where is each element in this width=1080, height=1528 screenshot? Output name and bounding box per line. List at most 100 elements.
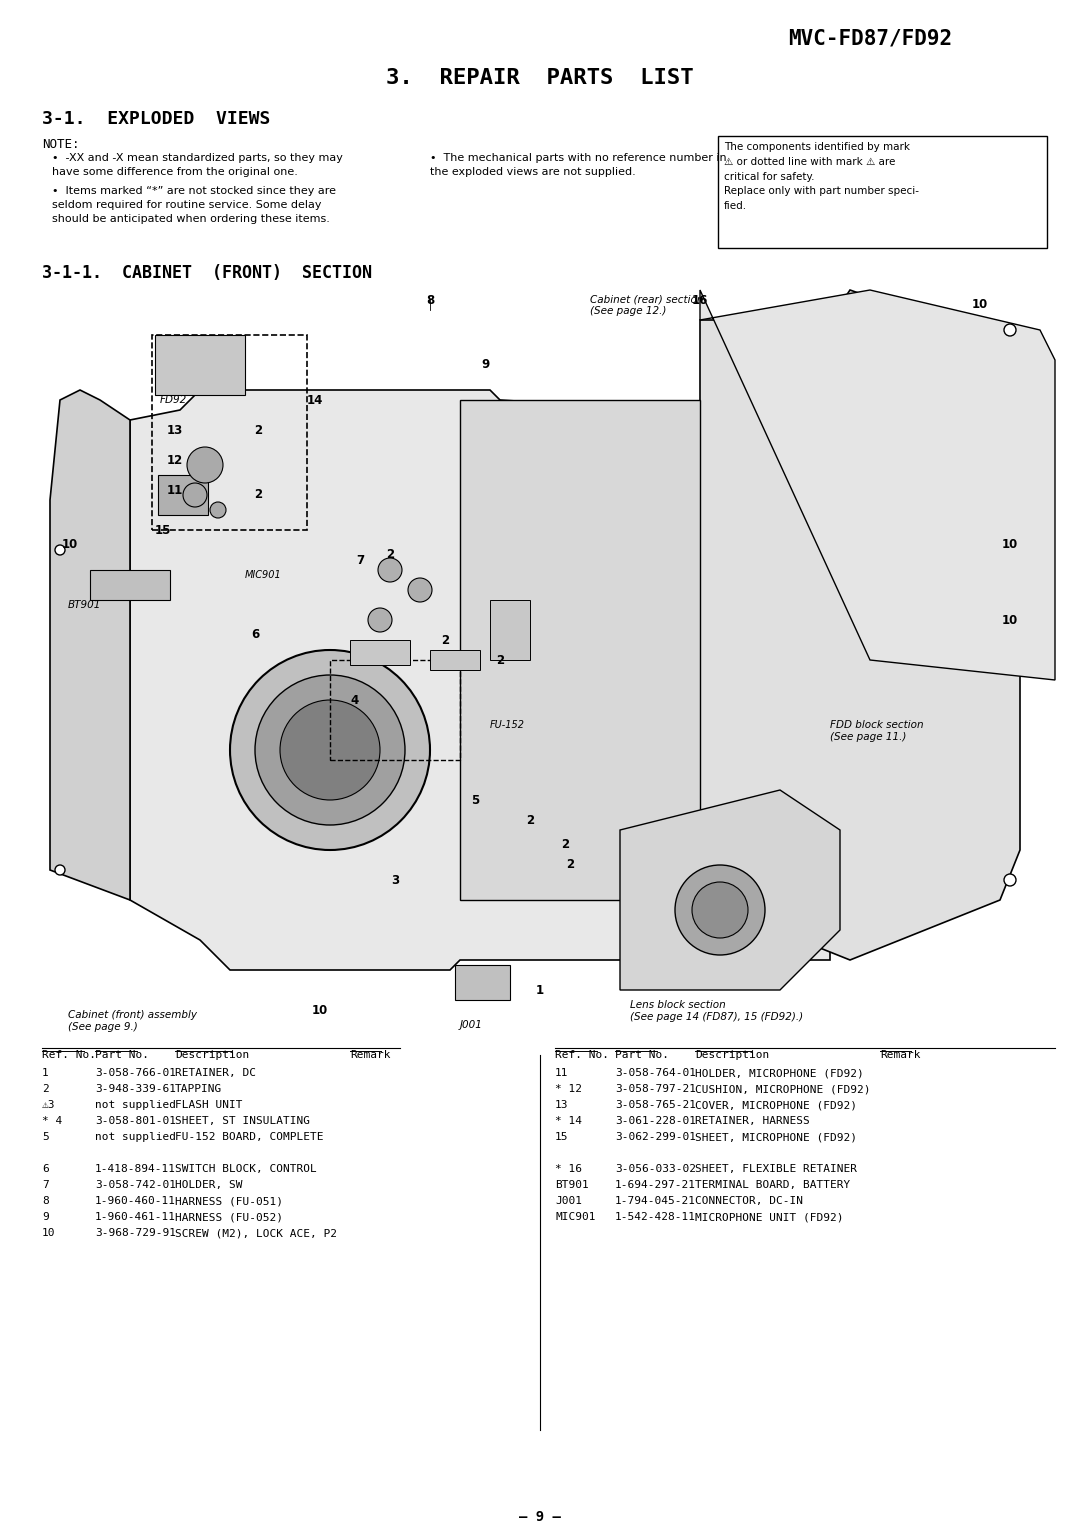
- Text: 5: 5: [471, 793, 480, 807]
- Text: 6: 6: [42, 1164, 49, 1174]
- Text: Ref. No.: Ref. No.: [42, 1050, 96, 1060]
- Circle shape: [368, 608, 392, 633]
- Bar: [158, 475, 208, 515]
- Bar: [455, 966, 510, 999]
- Text: 3.  REPAIR  PARTS  LIST: 3. REPAIR PARTS LIST: [387, 69, 693, 89]
- Text: 3-061-228-01: 3-061-228-01: [615, 1115, 696, 1126]
- Text: Remark: Remark: [350, 1050, 391, 1060]
- Text: BT901: BT901: [555, 1180, 589, 1190]
- Text: 4: 4: [351, 694, 360, 706]
- Text: SWITCH BLOCK, CONTROL: SWITCH BLOCK, CONTROL: [175, 1164, 316, 1174]
- Circle shape: [55, 865, 65, 876]
- Bar: [490, 601, 530, 660]
- Text: 12: 12: [167, 454, 184, 466]
- Text: Description: Description: [175, 1050, 249, 1060]
- Text: MIC901: MIC901: [555, 1212, 595, 1222]
- Text: MVC-FD87/FD92: MVC-FD87/FD92: [788, 28, 953, 47]
- Text: 2: 2: [496, 654, 504, 666]
- Text: TAPPING: TAPPING: [175, 1083, 222, 1094]
- Text: 3-1-1.  CABINET  (FRONT)  SECTION: 3-1-1. CABINET (FRONT) SECTION: [42, 264, 372, 283]
- Text: 5: 5: [42, 1132, 49, 1141]
- Bar: [90, 570, 170, 601]
- Circle shape: [210, 503, 226, 518]
- Text: Part No.: Part No.: [615, 1050, 669, 1060]
- Text: SCREW (M2), LOCK ACE, P2: SCREW (M2), LOCK ACE, P2: [175, 1229, 337, 1238]
- Text: 3-058-797-21: 3-058-797-21: [615, 1083, 696, 1094]
- Text: Ref. No.: Ref. No.: [555, 1050, 609, 1060]
- Bar: [156, 335, 245, 396]
- Text: HARNESS (FU-051): HARNESS (FU-051): [175, 1196, 283, 1206]
- Text: 3-058-766-01: 3-058-766-01: [95, 1068, 176, 1077]
- Text: ⚠3: ⚠3: [42, 1100, 55, 1109]
- Text: The components identified by mark
⚠ or dotted line with mark ⚠ are
critical for : The components identified by mark ⚠ or d…: [724, 142, 919, 211]
- Circle shape: [692, 882, 748, 938]
- Text: * 4: * 4: [42, 1115, 63, 1126]
- Text: 3-058-801-01: 3-058-801-01: [95, 1115, 176, 1126]
- Text: NOTE:: NOTE:: [42, 138, 80, 151]
- Bar: [152, 335, 307, 530]
- Text: CONNECTOR, DC-IN: CONNECTOR, DC-IN: [696, 1196, 804, 1206]
- Text: 3-058-742-01: 3-058-742-01: [95, 1180, 176, 1190]
- Text: 1-694-297-21: 1-694-297-21: [615, 1180, 696, 1190]
- Text: 10: 10: [1002, 614, 1018, 626]
- Bar: [30, 290, 1055, 1021]
- Text: 1-960-461-11: 1-960-461-11: [95, 1212, 176, 1222]
- Text: FU-152 BOARD, COMPLETE: FU-152 BOARD, COMPLETE: [175, 1132, 324, 1141]
- Text: J001: J001: [555, 1196, 582, 1206]
- Text: * 14: * 14: [555, 1115, 582, 1126]
- Text: 16: 16: [692, 293, 708, 307]
- Text: Cabinet (rear) section
(See page 12.): Cabinet (rear) section (See page 12.): [590, 293, 703, 316]
- Text: * 12: * 12: [555, 1083, 582, 1094]
- Text: 3-1.  EXPLODED  VIEWS: 3-1. EXPLODED VIEWS: [42, 110, 270, 128]
- Text: FU-152: FU-152: [490, 720, 525, 730]
- Text: 3-056-033-02: 3-056-033-02: [615, 1164, 696, 1174]
- Text: 11: 11: [167, 483, 184, 497]
- Circle shape: [378, 558, 402, 582]
- Text: J001: J001: [460, 1021, 483, 1030]
- Text: Part No.: Part No.: [95, 1050, 149, 1060]
- Text: 2: 2: [254, 423, 262, 437]
- Text: 8: 8: [42, 1196, 49, 1206]
- Text: 8: 8: [426, 293, 434, 307]
- Text: 2: 2: [561, 839, 569, 851]
- Text: 9: 9: [481, 359, 489, 371]
- Circle shape: [408, 578, 432, 602]
- Polygon shape: [130, 390, 831, 970]
- Text: 15: 15: [555, 1132, 568, 1141]
- Text: CUSHION, MICROPHONE (FD92): CUSHION, MICROPHONE (FD92): [696, 1083, 870, 1094]
- Text: 1-418-894-11: 1-418-894-11: [95, 1164, 176, 1174]
- Text: TERMINAL BOARD, BATTERY: TERMINAL BOARD, BATTERY: [696, 1180, 850, 1190]
- Text: 3-948-339-61: 3-948-339-61: [95, 1083, 176, 1094]
- Text: 10: 10: [1002, 538, 1018, 552]
- Text: 10: 10: [312, 1004, 328, 1016]
- Polygon shape: [700, 290, 1020, 960]
- Text: MICROPHONE UNIT (FD92): MICROPHONE UNIT (FD92): [696, 1212, 843, 1222]
- Text: 10: 10: [972, 298, 988, 312]
- Text: 3: 3: [391, 874, 400, 886]
- Text: RETAINER, DC: RETAINER, DC: [175, 1068, 256, 1077]
- Circle shape: [230, 649, 430, 850]
- Bar: [430, 649, 480, 669]
- Text: 13: 13: [555, 1100, 568, 1109]
- Text: 14: 14: [307, 394, 323, 406]
- Text: 6: 6: [251, 628, 259, 642]
- Text: HOLDER, MICROPHONE (FD92): HOLDER, MICROPHONE (FD92): [696, 1068, 864, 1077]
- Polygon shape: [700, 290, 1055, 680]
- Text: •  The mechanical parts with no reference number in
the exploded views are not s: • The mechanical parts with no reference…: [430, 153, 727, 177]
- Text: 3-058-765-21: 3-058-765-21: [615, 1100, 696, 1109]
- Circle shape: [675, 865, 765, 955]
- Text: 11: 11: [555, 1068, 568, 1077]
- Text: 7: 7: [42, 1180, 49, 1190]
- Text: 3-968-729-91: 3-968-729-91: [95, 1229, 176, 1238]
- Text: SHEET, FLEXIBLE RETAINER: SHEET, FLEXIBLE RETAINER: [696, 1164, 858, 1174]
- Circle shape: [280, 700, 380, 801]
- Text: •  -XX and -X mean standardized parts, so they may
have some difference from the: • -XX and -X mean standardized parts, so…: [52, 153, 342, 177]
- Text: 2: 2: [441, 634, 449, 646]
- Text: 1: 1: [536, 984, 544, 996]
- Text: 9: 9: [42, 1212, 49, 1222]
- FancyBboxPatch shape: [718, 136, 1047, 248]
- Circle shape: [55, 545, 65, 555]
- Circle shape: [255, 675, 405, 825]
- Text: 1-542-428-11: 1-542-428-11: [615, 1212, 696, 1222]
- Text: not supplied: not supplied: [95, 1100, 176, 1109]
